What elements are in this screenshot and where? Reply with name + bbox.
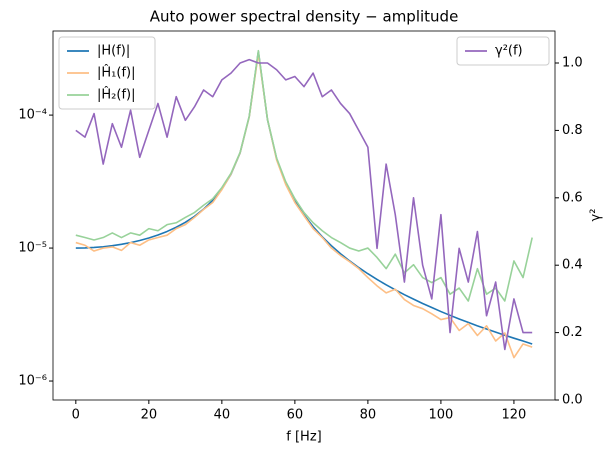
x-tick-label: 40	[214, 408, 231, 423]
x-tick-label: 80	[360, 408, 377, 423]
y2-tick-label: 1.0	[562, 56, 583, 71]
x-tick-label: 100	[428, 408, 453, 423]
y2-tick-label: 0.8	[562, 123, 583, 138]
legend-label: |H(f)|	[97, 44, 130, 59]
legend-label: |Ĥ₁(f)|	[97, 65, 135, 81]
x-axis-label: f [Hz]	[286, 430, 321, 445]
x-tick-label: 20	[141, 408, 158, 423]
legend-box	[58, 36, 156, 110]
y2-tick-label: 0.4	[562, 258, 583, 273]
chart-title: Auto power spectral density − amplitude	[150, 8, 459, 26]
y2-tick-label: 0.6	[562, 190, 583, 205]
y2-tick-label: 0.0	[562, 393, 583, 408]
series-line	[75, 49, 533, 302]
y2-tick-label: 0.2	[562, 325, 583, 340]
y-tick-label: 10⁻⁶	[18, 374, 47, 389]
series-line	[75, 58, 533, 351]
y-tick-label: 10⁻⁴	[18, 108, 47, 123]
x-tick-label: 60	[287, 408, 304, 423]
legend-label: γ²(f)	[495, 44, 523, 59]
y-tick-label: 10⁻⁵	[18, 241, 47, 256]
x-tick-label: 0	[72, 408, 80, 423]
y2-axis-label: γ²	[589, 209, 604, 222]
legend-box	[456, 36, 550, 66]
x-tick-label: 120	[502, 408, 527, 423]
plot-frame	[52, 30, 556, 401]
series-line	[75, 52, 533, 359]
legend-label: |Ĥ₂(f)|	[97, 87, 135, 103]
